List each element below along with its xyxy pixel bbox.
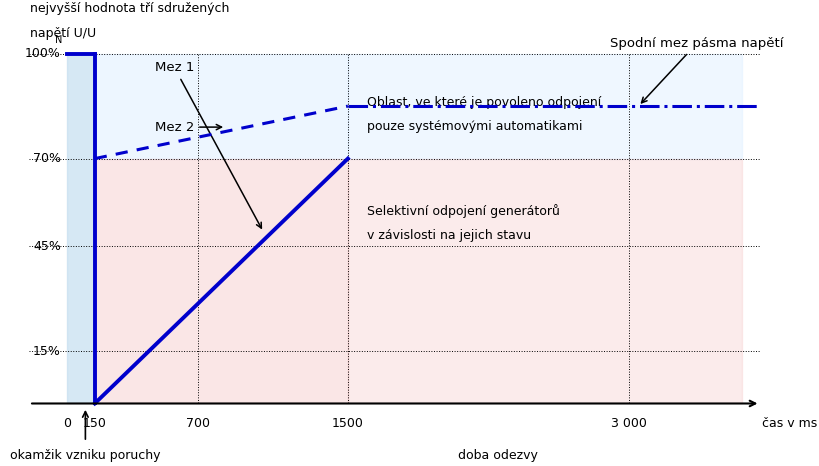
Text: 70%: 70%: [33, 152, 61, 165]
Text: v závislosti na jejich stavu: v závislosti na jejich stavu: [366, 228, 530, 241]
Text: 45%: 45%: [33, 240, 61, 253]
Text: 15%: 15%: [33, 344, 61, 357]
Text: 700: 700: [186, 418, 210, 431]
Text: 3 000: 3 000: [610, 418, 646, 431]
Text: Oblast, ve které je povoleno odpojení: Oblast, ve které je povoleno odpojení: [366, 96, 600, 109]
Text: 0: 0: [62, 418, 70, 431]
Text: 1500: 1500: [332, 418, 364, 431]
Text: Mez 1: Mez 1: [155, 61, 261, 228]
Text: N: N: [56, 35, 63, 45]
Text: napětí U/U: napětí U/U: [30, 27, 96, 40]
Text: okamžik vzniku poruchy: okamžik vzniku poruchy: [10, 449, 161, 462]
Text: Mez 2: Mez 2: [155, 121, 221, 134]
Text: čas v ms: čas v ms: [762, 418, 817, 431]
Text: Selektivní odpojení generátorů: Selektivní odpojení generátorů: [366, 204, 559, 218]
Text: 150: 150: [83, 418, 106, 431]
Text: 100%: 100%: [25, 47, 61, 60]
Text: pouze systémovými automatikami: pouze systémovými automatikami: [366, 120, 581, 133]
Text: doba odezvy: doba odezvy: [457, 449, 537, 462]
Text: Spodní mez pásma napětí: Spodní mez pásma napětí: [609, 37, 783, 103]
Text: nejvyšší hodnota tří sdružených: nejvyšší hodnota tří sdružených: [30, 2, 229, 15]
